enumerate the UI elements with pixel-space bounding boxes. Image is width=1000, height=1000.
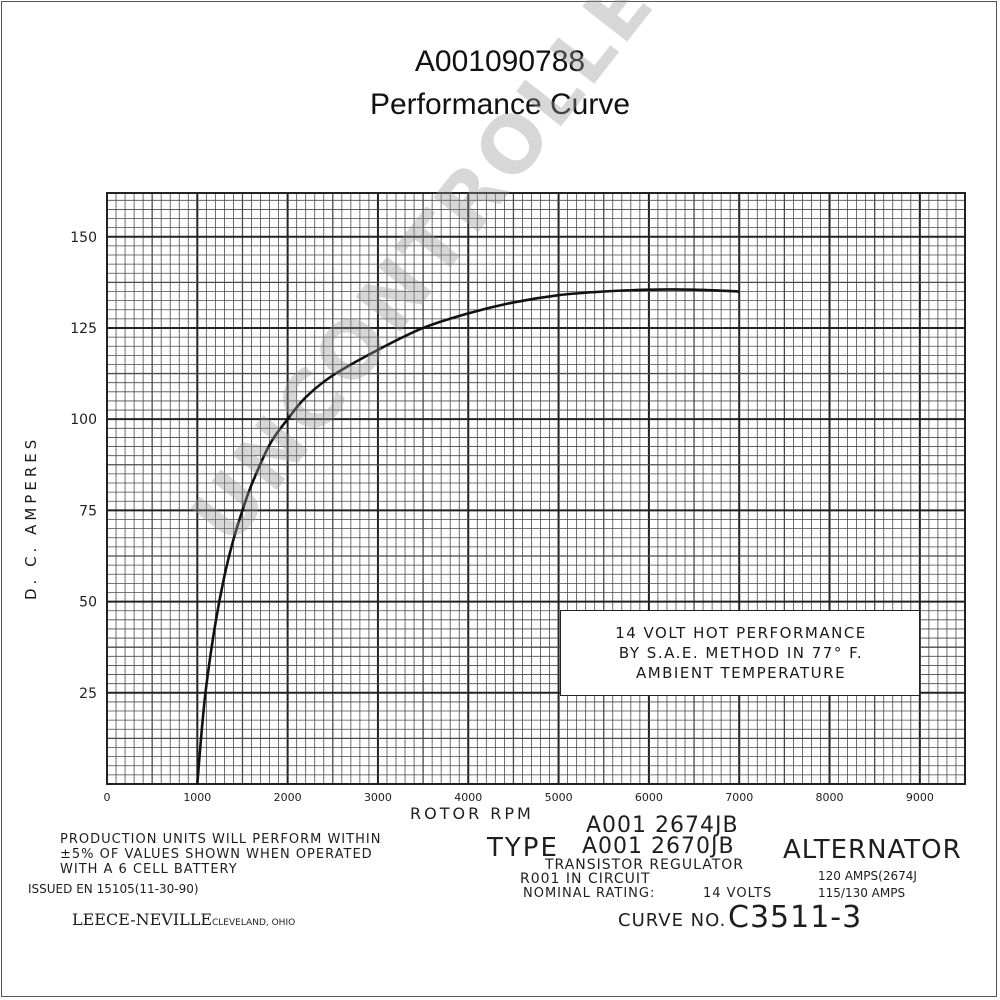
nominal-rating-label: NOMINAL RATING: — [523, 886, 656, 901]
performance-curve-line — [196, 288, 740, 785]
x-axis-label: ROTOR RPM — [410, 804, 534, 823]
y-tick-label: 75 — [79, 503, 97, 519]
maker-name: LEECE-NEVILLE — [72, 910, 213, 929]
x-tick-label: 1000 — [183, 791, 211, 804]
y-axis-label: D. C. AMPERES — [22, 435, 40, 600]
x-tick-label: 4000 — [454, 791, 482, 804]
y-tick-label: 50 — [79, 595, 97, 611]
production-note-line-2: ±5% OF VALUES SHOWN WHEN OPERATED — [60, 847, 373, 862]
regulator-line-1: TRANSISTOR REGULATOR — [545, 857, 744, 873]
performance-curve-title: Performance Curve — [369, 88, 631, 121]
issued-note: ISSUED EN 15105(11-30-90) — [28, 882, 199, 896]
annotation-box: 14 VOLT HOT PERFORMANCE BY S.A.E. METHOD… — [560, 610, 920, 696]
chart-border — [106, 192, 966, 785]
type-model-1: A001 2674JB — [586, 813, 739, 838]
amps-rating-2: 115/130 AMPS — [818, 886, 906, 900]
x-tick-label: 8000 — [816, 791, 844, 804]
curve-number: C3511-3 — [728, 900, 863, 935]
x-tick-label: 2000 — [274, 791, 302, 804]
type-model-2: A001 2670JB — [582, 834, 735, 859]
type-label: TYPE — [487, 833, 559, 863]
regulator-line-2: R001 IN CIRCUIT — [520, 871, 651, 887]
curve-number-label: CURVE NO. — [618, 910, 727, 931]
chart-series — [196, 288, 740, 785]
annotation-line-1: 14 VOLT HOT PERFORMANCE — [615, 624, 867, 642]
amps-rating-1: 120 AMPS(2674J — [818, 869, 917, 883]
production-note-line-1: PRODUCTION UNITS WILL PERFORM WITHIN — [60, 832, 382, 847]
y-tick-label: 25 — [79, 686, 97, 702]
x-tick-label: 6000 — [635, 791, 663, 804]
x-tick-label: 0 — [104, 791, 111, 804]
nominal-rating-volts: 14 VOLTS — [703, 886, 773, 901]
x-tick-label: 3000 — [364, 791, 392, 804]
y-tick-label: 125 — [70, 321, 97, 337]
production-note-line-3: WITH A 6 CELL BATTERY — [60, 862, 238, 877]
part-number-title: A001090788 — [414, 45, 586, 78]
x-tick-label: 9000 — [906, 791, 934, 804]
chart-tick-labels: 0 1000 2000 3000 4000 5000 6000 7000 8000 9000 25 5… — [70, 230, 934, 804]
x-tick-label: 5000 — [545, 791, 573, 804]
y-tick-label: 150 — [70, 230, 97, 246]
y-tick-label: 100 — [70, 412, 97, 428]
annotation-line-2: BY S.A.E. METHOD IN 77° F. — [618, 644, 864, 662]
annotation-line-3: AMBIENT TEMPERATURE — [635, 664, 847, 682]
alternator-label: ALTERNATOR — [783, 835, 962, 865]
x-tick-label: 7000 — [725, 791, 753, 804]
maker-city: CLEVELAND, OHIO — [212, 918, 296, 928]
